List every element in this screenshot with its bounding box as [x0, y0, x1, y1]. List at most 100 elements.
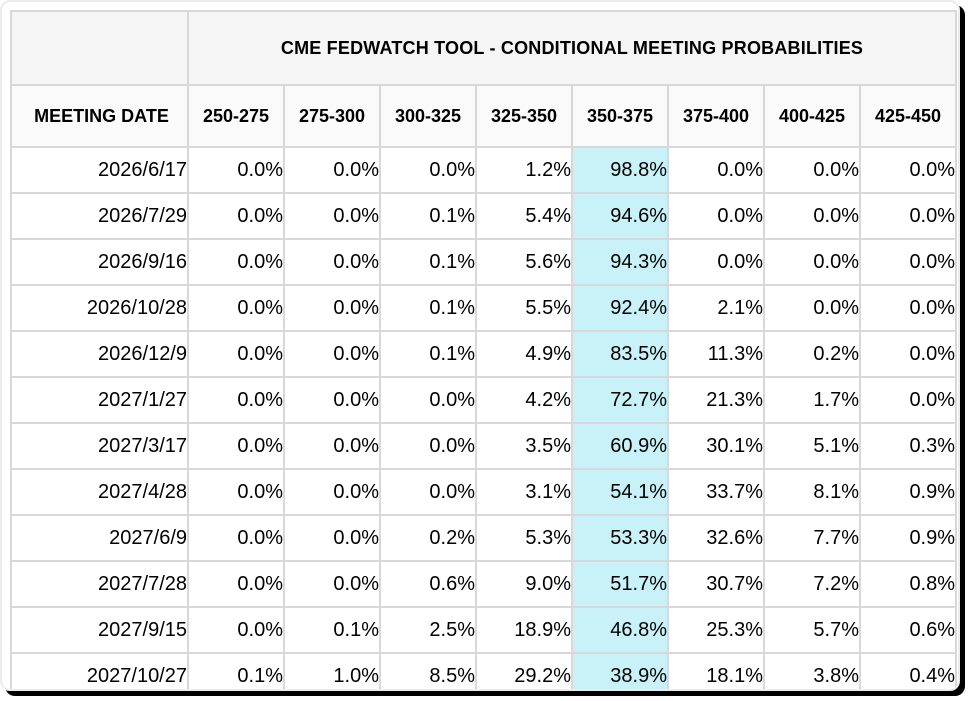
- probability-cell: 0.1%: [379, 238, 477, 286]
- probability-cell: 1.2%: [475, 146, 573, 194]
- column-header-425-450: 425-450: [858, 84, 958, 148]
- probability-cell: 32.6%: [667, 514, 765, 562]
- probability-cell: 3.5%: [475, 422, 573, 470]
- probability-cell: 5.1%: [763, 422, 861, 470]
- probability-cell: 3.1%: [475, 468, 573, 516]
- probability-cell: 0.0%: [187, 330, 285, 378]
- probability-cell: 2.5%: [379, 606, 477, 654]
- probability-cell: 2.1%: [667, 284, 765, 332]
- fedwatch-card: CME FEDWATCH TOOL - CONDITIONAL MEETING …: [0, 0, 960, 691]
- probability-cell: 60.9%: [571, 422, 669, 470]
- meeting-date-cell: 2026/7/29: [10, 192, 189, 240]
- probability-cell: 0.0%: [858, 330, 958, 378]
- probability-cell: 0.0%: [379, 376, 477, 424]
- probability-cell: 0.0%: [187, 468, 285, 516]
- column-header-275-300: 275-300: [283, 84, 381, 148]
- probability-cell: 29.2%: [475, 652, 573, 689]
- probability-cell: 54.1%: [571, 468, 669, 516]
- probability-cell: 0.0%: [187, 146, 285, 194]
- probability-cell: 0.0%: [667, 192, 765, 240]
- probability-cell: 83.5%: [571, 330, 669, 378]
- probability-cell: 0.1%: [379, 192, 477, 240]
- probability-cell: 0.1%: [187, 652, 285, 689]
- probability-cell: 1.7%: [763, 376, 861, 424]
- column-header-meeting-date: MEETING DATE: [10, 84, 189, 148]
- column-header-325-350: 325-350: [475, 84, 573, 148]
- meeting-date-cell: 2027/10/27: [10, 652, 189, 689]
- column-header-300-325: 300-325: [379, 84, 477, 148]
- meeting-date-cell: 2027/1/27: [10, 376, 189, 424]
- probability-cell: 51.7%: [571, 560, 669, 608]
- probability-cell: 94.6%: [571, 192, 669, 240]
- probability-cell: 0.2%: [763, 330, 861, 378]
- probability-cell: 0.0%: [283, 560, 381, 608]
- column-header-250-275: 250-275: [187, 84, 285, 148]
- probability-cell: 0.0%: [379, 146, 477, 194]
- probability-cell: 3.8%: [763, 652, 861, 689]
- probability-cell: 1.0%: [283, 652, 381, 689]
- probability-cell: 0.6%: [379, 560, 477, 608]
- probability-cell: 5.7%: [763, 606, 861, 654]
- table-row: 2026/12/9 0.0% 0.0% 0.1% 4.9% 83.5% 11.3% 0.2% 0…: [10, 330, 958, 378]
- probability-cell: 0.0%: [187, 376, 285, 424]
- probability-cell: 92.4%: [571, 284, 669, 332]
- meeting-date-cell: 2027/4/28: [10, 468, 189, 516]
- probability-cell: 0.0%: [283, 468, 381, 516]
- table-row: 2026/9/16 0.0% 0.0% 0.1% 5.6% 94.3% 0.0% 0.0% 0.…: [10, 238, 958, 286]
- table-row: 2027/9/15 0.0% 0.1% 2.5% 18.9% 46.8% 25.3% 5.7%…: [10, 606, 958, 654]
- meeting-date-cell: 2026/12/9: [10, 330, 189, 378]
- probability-cell: 0.4%: [858, 652, 958, 689]
- probability-cell: 11.3%: [667, 330, 765, 378]
- probability-cell: 0.0%: [763, 192, 861, 240]
- probability-cell: 0.0%: [283, 376, 381, 424]
- column-header-350-375: 350-375: [571, 84, 669, 148]
- probability-cell: 0.0%: [187, 422, 285, 470]
- probability-cell: 9.0%: [475, 560, 573, 608]
- probability-cell: 0.0%: [187, 606, 285, 654]
- probability-cell: 98.8%: [571, 146, 669, 194]
- fedwatch-table: CME FEDWATCH TOOL - CONDITIONAL MEETING …: [10, 10, 958, 689]
- column-header-row: MEETING DATE 250-275 275-300 300-325 325…: [10, 84, 958, 148]
- probability-cell: 0.0%: [858, 238, 958, 286]
- probability-cell: 0.1%: [379, 330, 477, 378]
- probability-cell: 7.2%: [763, 560, 861, 608]
- probability-cell: 0.0%: [667, 238, 765, 286]
- column-header-375-400: 375-400: [667, 84, 765, 148]
- probability-cell: 46.8%: [571, 606, 669, 654]
- meeting-date-cell: 2027/6/9: [10, 514, 189, 562]
- probability-cell: 4.9%: [475, 330, 573, 378]
- probability-cell: 0.9%: [858, 514, 958, 562]
- probability-cell: 0.9%: [858, 468, 958, 516]
- probability-cell: 0.1%: [283, 606, 381, 654]
- probability-cell: 4.2%: [475, 376, 573, 424]
- probability-cell: 7.7%: [763, 514, 861, 562]
- probability-cell: 5.6%: [475, 238, 573, 286]
- probability-cell: 0.0%: [858, 146, 958, 194]
- probability-cell: 0.0%: [858, 284, 958, 332]
- probability-cell: 0.0%: [283, 192, 381, 240]
- probability-cell: 30.7%: [667, 560, 765, 608]
- probability-cell: 0.0%: [858, 376, 958, 424]
- table-row: 2027/7/28 0.0% 0.0% 0.6% 9.0% 51.7% 30.7% 7.2% 0…: [10, 560, 958, 608]
- probability-cell: 0.0%: [283, 146, 381, 194]
- table-row: 2026/10/28 0.0% 0.0% 0.1% 5.5% 92.4% 2.1% 0.0% 0…: [10, 284, 958, 332]
- probability-cell: 0.0%: [283, 238, 381, 286]
- probability-cell: 0.0%: [379, 422, 477, 470]
- probability-cell: 0.0%: [858, 192, 958, 240]
- probability-cell: 0.6%: [858, 606, 958, 654]
- probability-cell: 8.5%: [379, 652, 477, 689]
- table-title: CME FEDWATCH TOOL - CONDITIONAL MEETING …: [186, 10, 958, 86]
- probability-cell: 0.1%: [379, 284, 477, 332]
- table-row: 2027/1/27 0.0% 0.0% 0.0% 4.2% 72.7% 21.3% 1.7% 0…: [10, 376, 958, 424]
- probability-cell: 0.2%: [379, 514, 477, 562]
- meeting-date-cell: 2027/7/28: [10, 560, 189, 608]
- probability-cell: 8.1%: [763, 468, 861, 516]
- probability-cell: 0.0%: [187, 514, 285, 562]
- corner-cell: [10, 10, 189, 86]
- probability-cell: 0.0%: [187, 238, 285, 286]
- meeting-date-cell: 2026/10/28: [10, 284, 189, 332]
- probability-cell: 0.0%: [283, 330, 381, 378]
- probability-cell: 5.5%: [475, 284, 573, 332]
- table-row: 2027/6/9 0.0% 0.0% 0.2% 5.3% 53.3% 32.6% 7.7% 0.…: [10, 514, 958, 562]
- probability-cell: 30.1%: [667, 422, 765, 470]
